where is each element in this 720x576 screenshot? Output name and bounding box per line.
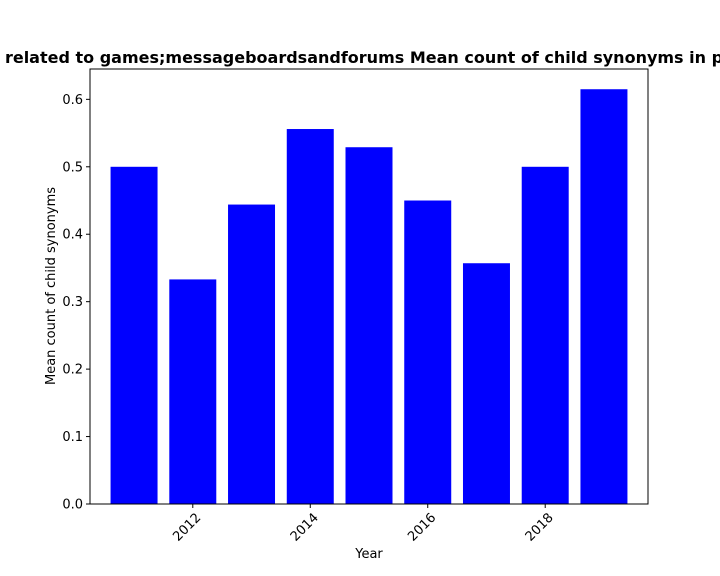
x-tick-label: 2016 [405,511,439,545]
x-axis-label: Year [354,547,383,562]
y-axis: 0.0 0.1 0.2 0.3 0.4 0.5 0.6 [62,93,90,513]
bar-2012 [169,279,217,504]
x-tick-label: 2012 [170,511,204,545]
bar-2011 [110,166,158,504]
bar-2013 [228,204,276,504]
y-tick-label: 0.1 [62,430,83,445]
y-tick-label: 0.2 [62,363,83,378]
bar-2015 [345,147,393,505]
y-tick-label: 0.5 [62,160,83,175]
bar-2018 [521,166,569,504]
y-tick-label: 0.4 [62,228,83,243]
x-axis: 2012 2014 2016 2018 [170,504,557,545]
y-tick-label: 0.0 [62,498,83,513]
chart-title: related to games;messageboardsandforums … [5,48,720,67]
bar-2019 [580,89,628,505]
x-tick-label: 2014 [288,511,322,545]
y-tick-label: 0.3 [62,295,83,310]
bars-group [110,89,628,505]
bar-2014 [286,129,334,504]
y-tick-label: 0.6 [62,93,83,108]
bar-2016 [404,200,452,504]
x-tick-label: 2018 [523,511,557,545]
bar-2017 [462,263,510,504]
y-axis-label: Mean count of child synonyms [44,187,59,385]
plot-frame [89,68,649,505]
